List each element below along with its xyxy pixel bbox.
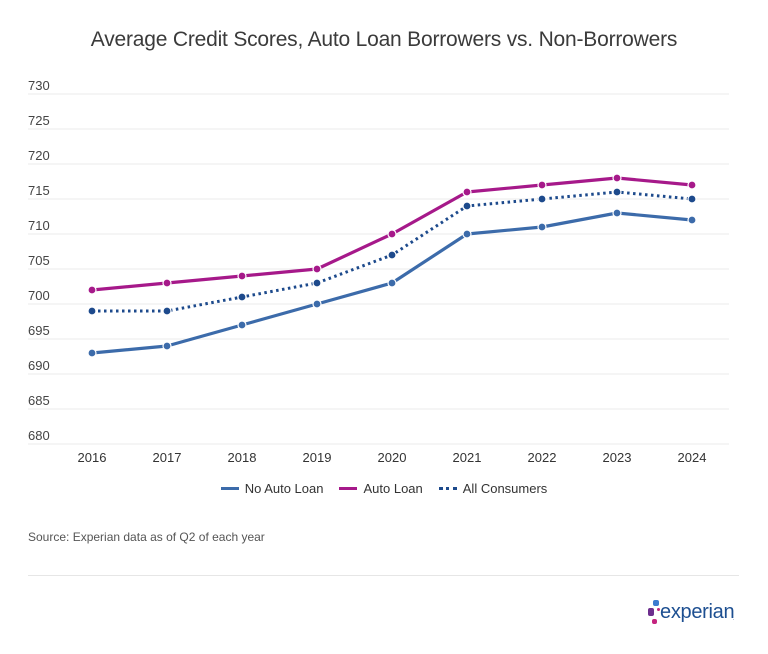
data-point[interactable] — [537, 194, 547, 204]
gridlines — [28, 93, 729, 445]
x-tick-label: 2023 — [603, 450, 632, 465]
legend-swatch-all-consumers — [438, 487, 457, 490]
data-point[interactable] — [612, 173, 622, 183]
data-point[interactable] — [462, 201, 472, 211]
data-point[interactable] — [687, 194, 697, 204]
y-tick-label: 685 — [28, 393, 50, 408]
data-point[interactable] — [87, 285, 97, 295]
legend-swatch-no-auto-loan — [220, 487, 239, 490]
data-point[interactable] — [612, 208, 622, 218]
data-point[interactable] — [612, 187, 622, 197]
data-point[interactable] — [537, 180, 547, 190]
y-tick-label: 695 — [28, 323, 50, 338]
x-axis-labels: 2016 2017 2018 2019 2020 2021 2022 2023 2024 — [78, 450, 707, 465]
source-note: Source: Experian data as of Q2 of each y… — [28, 530, 265, 544]
legend-label: All Consumers — [462, 481, 548, 496]
data-point[interactable] — [312, 299, 322, 309]
data-point[interactable] — [537, 222, 547, 232]
data-point[interactable] — [162, 278, 172, 288]
data-point[interactable] — [687, 215, 697, 225]
legend-label: Auto Loan — [363, 481, 423, 496]
data-point[interactable] — [237, 271, 247, 281]
data-point[interactable] — [387, 250, 397, 260]
legend-item-auto-loan[interactable]: Auto Loan — [339, 481, 423, 496]
logo-text: experian — [660, 601, 735, 623]
data-point[interactable] — [387, 229, 397, 239]
x-tick-label: 2018 — [228, 450, 257, 465]
x-tick-label: 2016 — [78, 450, 107, 465]
legend: No Auto Loan Auto Loan All Consumers — [0, 481, 768, 496]
data-point[interactable] — [237, 320, 247, 330]
data-point[interactable] — [162, 306, 172, 316]
logo-dot-pink-icon — [652, 619, 657, 624]
data-point[interactable] — [312, 264, 322, 274]
x-tick-label: 2019 — [303, 450, 332, 465]
data-point[interactable] — [237, 292, 247, 302]
y-tick-label: 730 — [28, 78, 50, 93]
logo-dot-magenta-icon — [657, 608, 660, 611]
legend-swatch-auto-loan — [339, 487, 358, 490]
logo-dot-blue-icon — [653, 600, 659, 606]
legend-item-no-auto-loan[interactable]: No Auto Loan — [220, 481, 324, 496]
logo-dot-purple-icon — [648, 608, 654, 616]
chart-title: Average Credit Scores, Auto Loan Borrowe… — [90, 28, 678, 51]
x-tick-label: 2017 — [153, 450, 182, 465]
data-point[interactable] — [462, 229, 472, 239]
y-tick-label: 710 — [28, 218, 50, 233]
data-point[interactable] — [387, 278, 397, 288]
legend-label: No Auto Loan — [244, 481, 324, 496]
legend-item-all-consumers[interactable]: All Consumers — [438, 481, 548, 496]
data-point[interactable] — [312, 278, 322, 288]
x-tick-label: 2024 — [678, 450, 707, 465]
y-tick-label: 680 — [28, 428, 50, 443]
x-tick-label: 2020 — [378, 450, 407, 465]
data-point[interactable] — [87, 306, 97, 316]
y-tick-label: 720 — [28, 148, 50, 163]
y-axis-labels: 730 725 720 715 710 705 700 695 690 685 680 — [28, 78, 50, 443]
y-tick-label: 690 — [28, 358, 50, 373]
data-point[interactable] — [462, 187, 472, 197]
x-tick-label: 2021 — [453, 450, 482, 465]
data-series — [87, 173, 697, 358]
data-point[interactable] — [687, 180, 697, 190]
x-tick-label: 2022 — [528, 450, 557, 465]
data-point[interactable] — [162, 341, 172, 351]
y-tick-label: 705 — [28, 253, 50, 268]
divider — [28, 575, 739, 576]
logo-trademark: . — [733, 616, 735, 622]
y-tick-label: 725 — [28, 113, 50, 128]
y-tick-label: 700 — [28, 288, 50, 303]
data-point[interactable] — [87, 348, 97, 358]
y-tick-label: 715 — [28, 183, 50, 198]
experian-logo: experian . — [646, 598, 746, 632]
